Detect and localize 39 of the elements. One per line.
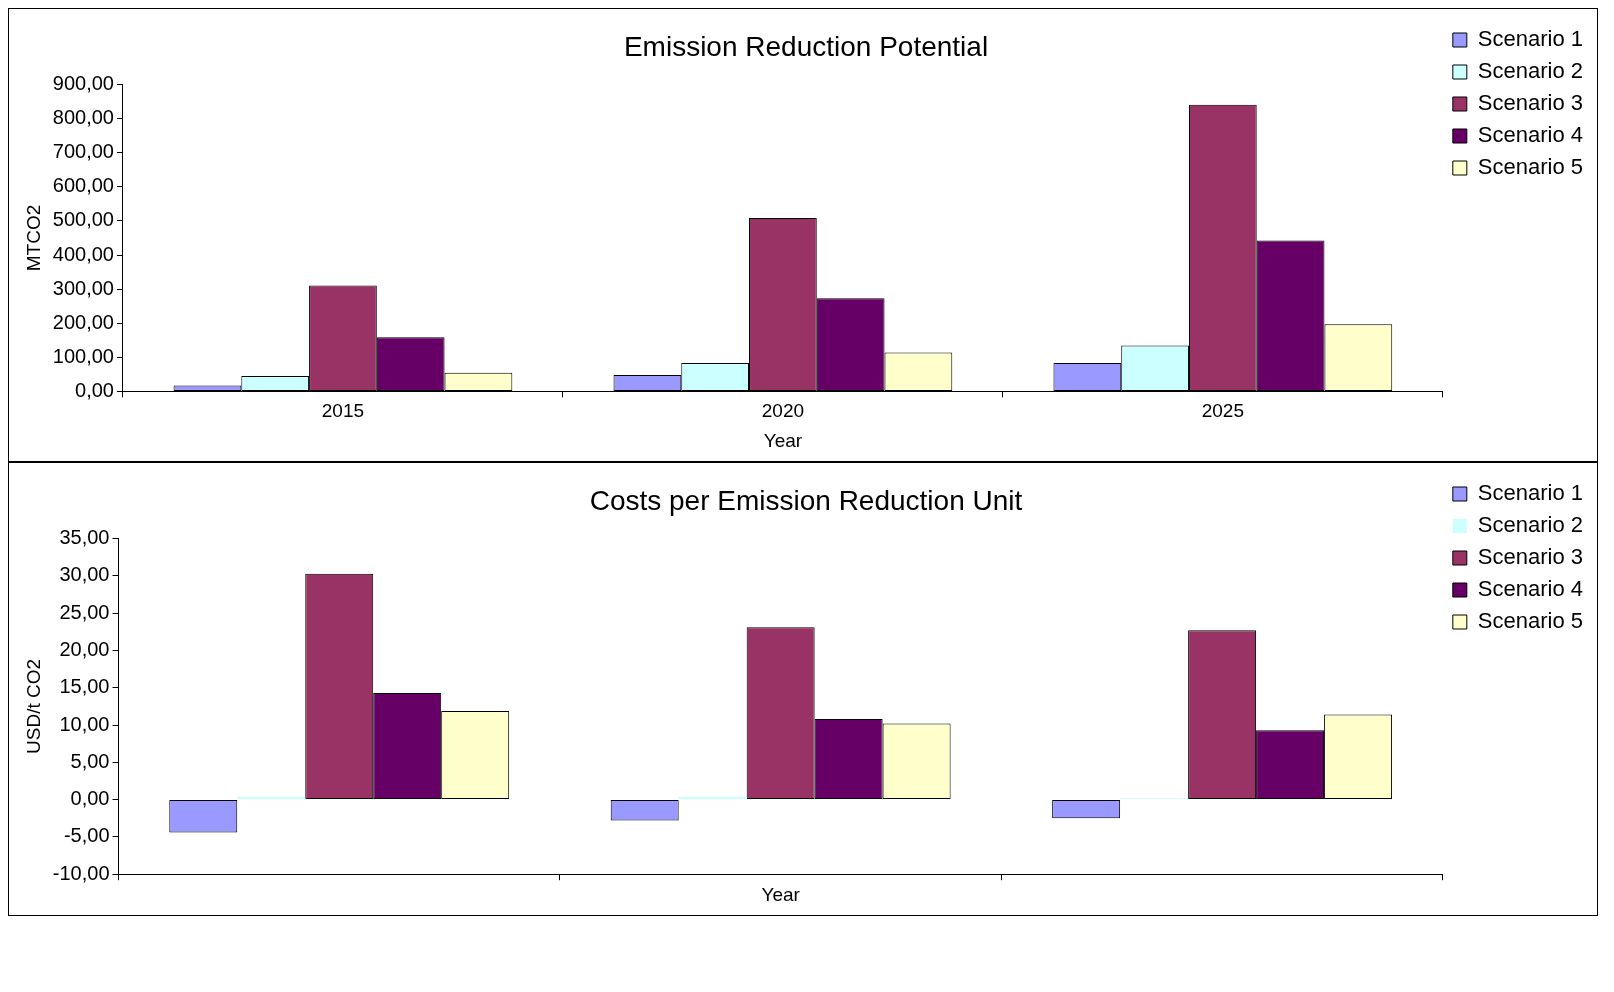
y-tick-label: 600,00 — [52, 174, 114, 197]
y-tick-label: 0,00 — [75, 378, 114, 401]
y-tick-label: 800,00 — [52, 106, 114, 129]
y-tick-label: -10,00 — [52, 861, 110, 884]
y-tick-label: 10,00 — [59, 712, 110, 735]
legend-label: Scenario 5 — [1477, 608, 1584, 634]
legend-label: Scenario 4 — [1477, 576, 1584, 602]
y-tick-label: -5,00 — [63, 824, 110, 847]
y-tick-label: 35,00 — [59, 526, 110, 549]
y-tick-label: 100,00 — [52, 344, 114, 367]
y-tick-label: 400,00 — [52, 242, 114, 265]
y-tick-label: 200,00 — [52, 310, 114, 333]
x-axis-title: Year — [761, 883, 801, 905]
legend-label: Scenario 1 — [1477, 26, 1584, 52]
x-axis-title: Year — [763, 429, 803, 451]
x-tick-label: 2020 — [761, 400, 805, 422]
y-tick-label: 0,00 — [70, 787, 110, 810]
legend-label: Scenario 4 — [1477, 122, 1584, 148]
legend-label: Scenario 3 — [1477, 90, 1584, 116]
y-tick-label: 25,00 — [59, 600, 110, 623]
y-tick-label: 5,00 — [70, 749, 110, 772]
y-tick-label: 15,00 — [59, 675, 110, 698]
y-tick-label: 30,00 — [59, 563, 110, 586]
y-tick-label: 700,00 — [52, 140, 114, 163]
y-tick-label: 20,00 — [59, 637, 110, 660]
chart-title: Costs per Emission Reduction Unit — [589, 484, 1023, 516]
chart-title: Emission Reduction Potential — [623, 30, 989, 62]
legend-label: Scenario 2 — [1477, 512, 1584, 538]
y-tick-label: 500,00 — [52, 208, 114, 231]
y-axis-title: USD/t CO2 — [22, 658, 44, 754]
legend-label: Scenario 3 — [1477, 544, 1584, 570]
legend-label: Scenario 2 — [1477, 58, 1584, 84]
x-tick-label: 2015 — [321, 400, 365, 422]
legend-label: Scenario 5 — [1477, 154, 1584, 180]
y-tick-label: 300,00 — [52, 276, 114, 299]
x-tick-label: 2025 — [1201, 400, 1244, 422]
y-axis-title: MTCO2 — [22, 204, 44, 272]
legend-label: Scenario 1 — [1477, 480, 1584, 506]
y-tick-label: 900,00 — [52, 72, 114, 95]
